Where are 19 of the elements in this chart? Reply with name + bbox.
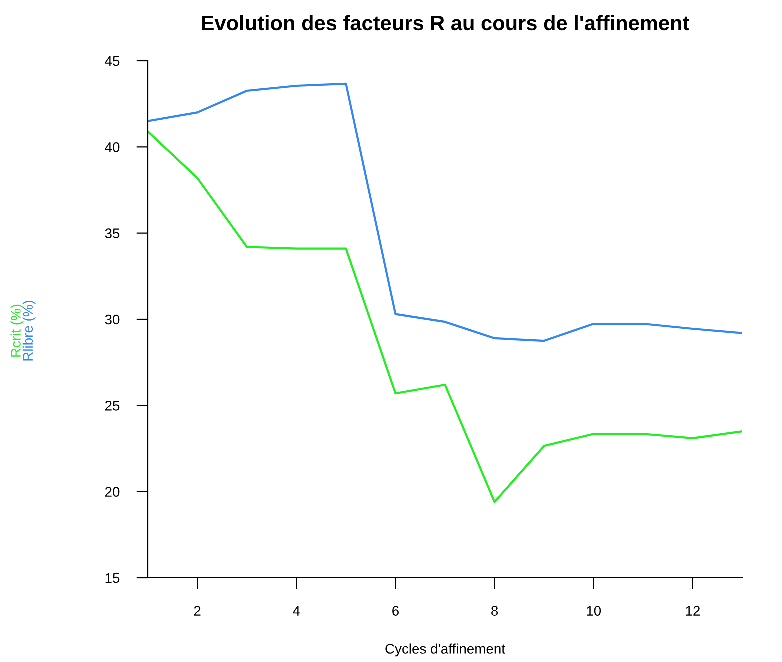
x-tick-label: 12: [686, 606, 700, 616]
y-tick-label: 20: [105, 487, 120, 498]
line-series: [148, 130, 742, 504]
y-tick-label: 45: [105, 56, 120, 66]
line-series: [148, 82, 742, 342]
x-tick-label: 2: [194, 606, 201, 616]
x-tick-label: 10: [587, 606, 602, 616]
chart-title: Evolution des facteurs R au cours de l'affinement: [202, 15, 690, 31]
y-tick-label: 40: [105, 142, 120, 152]
x-tick-label: 6: [392, 606, 399, 616]
x-tick-label: 8: [492, 606, 498, 616]
y-tick-label: 35: [105, 228, 120, 239]
text: Rlibre (%): [22, 300, 36, 361]
y-tick-label: 15: [106, 573, 120, 584]
x-tick-label: 4: [293, 606, 300, 616]
x-axis-title: Cycles d'affinement: [386, 644, 506, 657]
y-tick-label: 30: [105, 314, 120, 325]
text: Rcrit (%): [10, 304, 24, 357]
y-tick-label: 25: [105, 401, 120, 411]
